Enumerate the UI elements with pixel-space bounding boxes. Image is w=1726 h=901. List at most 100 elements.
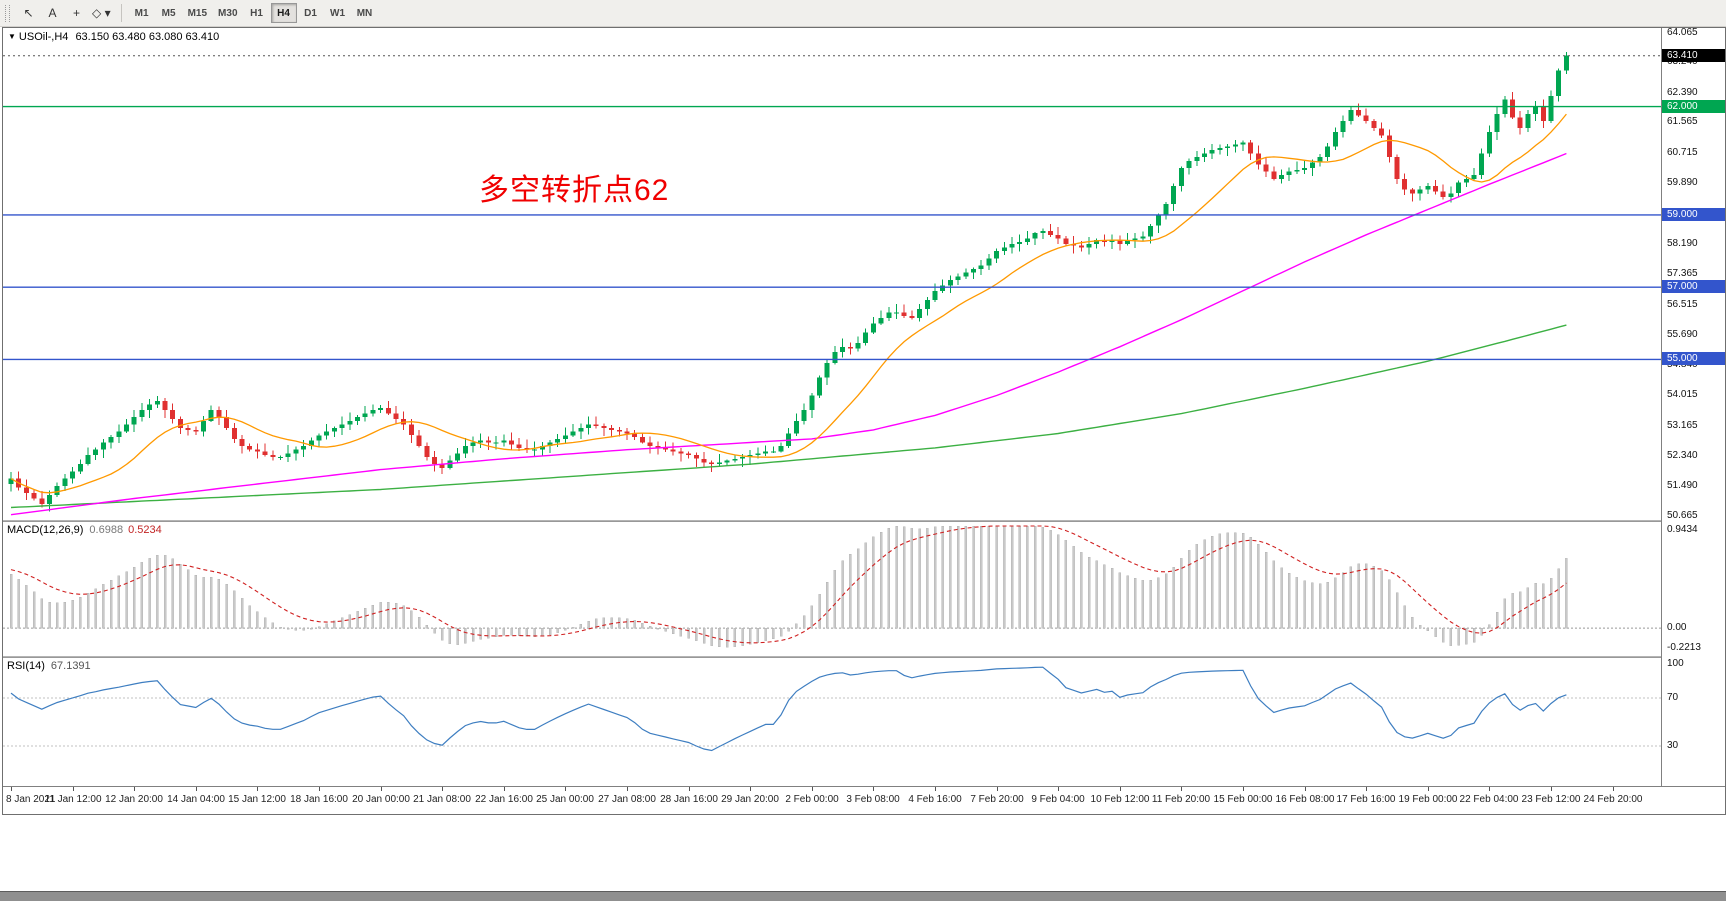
time-axis-tick <box>1551 787 1552 791</box>
time-axis-label: 20 Jan 00:00 <box>352 794 410 805</box>
time-axis-label: 22 Feb 04:00 <box>1459 794 1519 805</box>
toolbar-grip[interactable] <box>5 4 10 22</box>
top-toolbar: ↖ A + ◇ ▾ M1 M5 M15 M30 H1 H4 D1 W1 MN <box>0 0 1726 27</box>
timeframe-D1[interactable]: D1 <box>298 3 324 23</box>
price-badge-current: 63.410 <box>1662 49 1725 62</box>
price-badge-level-62: 62.000 <box>1662 100 1725 113</box>
price-axis-label: 54.015 <box>1667 389 1698 400</box>
rsi-axis-label: 100 <box>1667 658 1684 669</box>
rsi-axis-label: 30 <box>1667 740 1679 751</box>
chart-title: ▼ USOil-,H4 63.150 63.480 63.080 63.410 <box>8 31 219 43</box>
time-axis-tick <box>1366 787 1367 791</box>
time-axis-tick <box>1428 787 1429 791</box>
price-badge-level-57: 57.000 <box>1662 280 1725 293</box>
time-axis[interactable]: 8 Jan 2021 11 Jan 12:00 12 Jan 20:00 14 Jan… <box>3 786 1725 814</box>
macd-axis-label: 0.9434 <box>1667 524 1698 535</box>
time-axis-tick <box>1058 787 1059 791</box>
price-axis-label: 57.365 <box>1667 268 1698 279</box>
time-axis-tick <box>11 787 12 791</box>
time-axis-label: 19 Feb 00:00 <box>1398 794 1458 805</box>
timeframe-toolbar: M1 M5 M15 M30 H1 H4 D1 W1 MN <box>129 3 378 23</box>
time-axis-label: 28 Jan 16:00 <box>660 794 718 805</box>
rsi-line <box>10 666 1567 752</box>
time-axis-tick <box>935 787 936 791</box>
macd-canvas[interactable] <box>3 522 1661 656</box>
rsi-name: RSI(14) <box>7 660 45 672</box>
time-axis-label: 9 Feb 04:00 <box>1031 794 1085 805</box>
price-axis-label: 58.190 <box>1667 238 1698 250</box>
macd-histogram <box>9 525 1568 648</box>
time-axis-label: 21 Jan 08:00 <box>413 794 471 805</box>
time-axis-label: 3 Feb 08:00 <box>846 794 900 805</box>
main-chart-canvas[interactable] <box>3 28 1661 520</box>
time-axis-label: 15 Jan 12:00 <box>228 794 286 805</box>
time-axis-label: 11 Feb 20:00 <box>1151 794 1211 805</box>
macd-panel[interactable]: MACD(12,26,9) 0.6988 0.5234 <box>3 522 1661 656</box>
macd-name: MACD(12,26,9) <box>7 524 84 536</box>
price-axis[interactable]: 64.06563.24062.39061.56560.71559.89058.1… <box>1661 27 1725 786</box>
price-axis-label: 62.390 <box>1667 86 1698 98</box>
time-axis-label: 16 Feb 08:00 <box>1275 794 1335 805</box>
macd-signal-value: 0.5234 <box>128 524 162 536</box>
chart-symbol-label: USOil-,H4 <box>18 31 69 43</box>
time-axis-tick <box>504 787 505 791</box>
macd-main-value: 0.6988 <box>89 524 124 536</box>
crosshair-tool-button[interactable]: + <box>65 3 88 24</box>
macd-axis-label: 0.00 <box>1667 622 1687 633</box>
chart-expand-arrow-icon[interactable]: ▼ <box>8 32 16 41</box>
macd-axis-label: -0.2213 <box>1667 642 1701 653</box>
price-badge-level-55: 55.000 <box>1662 352 1725 365</box>
timeframe-H4[interactable]: H4 <box>270 3 297 23</box>
timeframe-H1[interactable]: H1 <box>244 3 270 23</box>
price-axis-label: 60.715 <box>1667 147 1698 158</box>
time-axis-tick <box>134 787 135 791</box>
time-axis-label: 10 Feb 12:00 <box>1090 794 1150 805</box>
rsi-canvas[interactable] <box>3 658 1661 786</box>
rsi-panel[interactable]: RSI(14) 67.1391 <box>3 658 1661 786</box>
time-axis-tick <box>689 787 690 791</box>
time-axis-label: 7 Feb 20:00 <box>970 794 1024 805</box>
price-axis-label: 51.490 <box>1667 480 1698 492</box>
time-axis-tick <box>750 787 751 791</box>
time-axis-tick <box>1613 787 1614 791</box>
timeframe-MN[interactable]: MN <box>352 3 378 23</box>
time-axis-tick <box>565 787 566 791</box>
timeframe-M30[interactable]: M30 <box>213 3 242 23</box>
time-axis-tick <box>381 787 382 791</box>
price-badge-level-59: 59.000 <box>1662 208 1725 221</box>
time-axis-label: 15 Feb 00:00 <box>1213 794 1273 805</box>
ma-mid-line <box>10 152 1567 516</box>
ma-slow-line <box>10 324 1567 509</box>
timeframe-M15[interactable]: M15 <box>183 3 212 23</box>
rsi-value: 67.1391 <box>50 660 91 672</box>
toolbar-separator <box>120 4 122 22</box>
main-chart-panel[interactable]: ▼ USOil-,H4 63.150 63.480 63.080 63.410 多空… <box>3 28 1661 520</box>
timeframe-M5[interactable]: M5 <box>156 3 182 23</box>
candles-layer <box>8 52 1569 512</box>
time-axis-label: 11 Jan 12:00 <box>44 794 102 805</box>
panel-splitter[interactable] <box>3 656 1725 658</box>
price-axis-label: 64.065 <box>1667 27 1698 38</box>
shapes-dropdown-tool-button[interactable]: ◇ ▾ <box>89 3 114 24</box>
panel-splitter[interactable] <box>3 520 1725 522</box>
text-tool-button[interactable]: A <box>41 3 64 24</box>
time-axis-tick <box>812 787 813 791</box>
timeframe-M1[interactable]: M1 <box>129 3 155 23</box>
timeframe-W1[interactable]: W1 <box>325 3 351 23</box>
time-axis-label: 24 Feb 20:00 <box>1583 794 1643 805</box>
price-axis-label: 53.165 <box>1667 419 1698 431</box>
time-axis-tick <box>1243 787 1244 791</box>
time-axis-tick <box>1120 787 1121 791</box>
time-axis-label: 22 Jan 16:00 <box>475 794 533 805</box>
time-axis-tick <box>73 787 74 791</box>
line-studies-toolbar: ↖ A + ◇ ▾ <box>17 3 114 24</box>
time-axis-label: 18 Jan 16:00 <box>290 794 348 805</box>
cursor-tool-button[interactable]: ↖ <box>17 3 40 24</box>
rsi-label: RSI(14) 67.1391 <box>7 660 91 672</box>
time-axis-label: 25 Jan 00:00 <box>536 794 594 805</box>
price-axis-label: 55.690 <box>1667 328 1698 340</box>
time-axis-tick <box>319 787 320 791</box>
chart-annotation-text[interactable]: 多空转折点62 <box>479 174 670 207</box>
ma-fast-line <box>10 113 1567 494</box>
time-axis-label: 23 Feb 12:00 <box>1521 794 1581 805</box>
